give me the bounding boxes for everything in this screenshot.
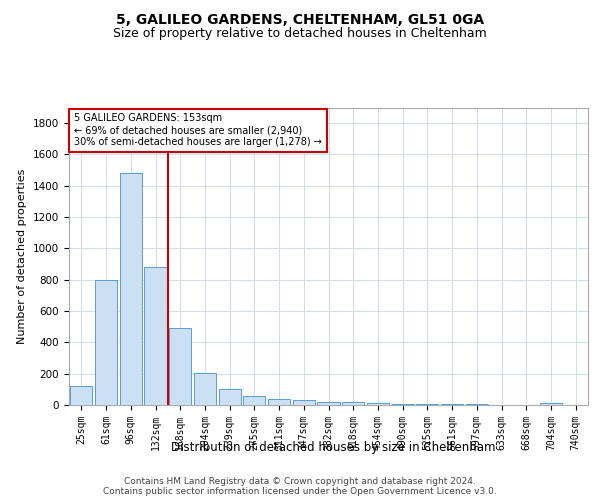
Bar	[218, 390, 241, 405]
Text: Distribution of detached houses by size in Cheltenham: Distribution of detached houses by size …	[171, 441, 495, 454]
Y-axis label: Number of detached properties: Number of detached properties	[17, 168, 28, 344]
Bar	[293, 400, 315, 405]
Bar	[95, 280, 117, 405]
Bar	[466, 404, 488, 405]
Bar	[540, 403, 562, 405]
Bar	[441, 404, 463, 405]
Text: 5 GALILEO GARDENS: 153sqm
← 69% of detached houses are smaller (2,940)
30% of se: 5 GALILEO GARDENS: 153sqm ← 69% of detac…	[74, 114, 322, 146]
Bar	[145, 267, 167, 405]
Bar	[243, 396, 265, 405]
Bar	[392, 404, 414, 405]
Bar	[367, 402, 389, 405]
Bar	[70, 386, 92, 405]
Text: Size of property relative to detached houses in Cheltenham: Size of property relative to detached ho…	[113, 28, 487, 40]
Bar	[416, 404, 439, 405]
Text: Contains public sector information licensed under the Open Government Licence v3: Contains public sector information licen…	[103, 486, 497, 496]
Bar	[342, 402, 364, 405]
Text: 5, GALILEO GARDENS, CHELTENHAM, GL51 0GA: 5, GALILEO GARDENS, CHELTENHAM, GL51 0GA	[116, 12, 484, 26]
Text: Contains HM Land Registry data © Crown copyright and database right 2024.: Contains HM Land Registry data © Crown c…	[124, 476, 476, 486]
Bar	[194, 373, 216, 405]
Bar	[169, 328, 191, 405]
Bar	[119, 174, 142, 405]
Bar	[268, 398, 290, 405]
Bar	[317, 402, 340, 405]
